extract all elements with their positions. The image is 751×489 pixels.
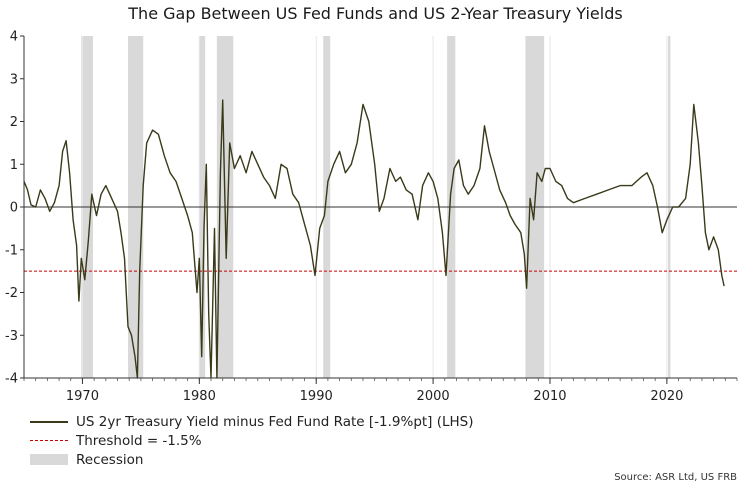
series-line-yield-gap xyxy=(23,99,725,379)
y-tick-label: -4 xyxy=(5,372,18,387)
y-tick-label: -3 xyxy=(5,329,18,344)
legend-item-series: US 2yr Treasury Yield minus Fed Fund Rat… xyxy=(30,412,474,431)
x-tick-label: 2020 xyxy=(650,389,683,404)
legend-label-series: US 2yr Treasury Yield minus Fed Fund Rat… xyxy=(76,413,474,430)
legend: US 2yr Treasury Yield minus Fed Fund Rat… xyxy=(30,412,474,469)
legend-swatch-threshold xyxy=(30,440,68,441)
x-tick-labels: 1970 1980 1990 2000 2010 2020 xyxy=(23,378,738,404)
y-tick-labels: 4 3 2 1 0 -1 -2 -3 -4 xyxy=(5,30,24,387)
y-tick-label: 2 xyxy=(10,115,18,130)
x-tick-label: 1990 xyxy=(300,389,333,404)
x-tick-label: 2010 xyxy=(533,389,566,404)
legend-item-recession: Recession xyxy=(30,450,474,469)
y-tick-label: 4 xyxy=(10,30,18,45)
y-tick-label: 1 xyxy=(10,158,18,173)
y-tick-label: 0 xyxy=(10,201,18,216)
legend-label-recession: Recession xyxy=(76,451,144,468)
legend-swatch-recession xyxy=(30,454,68,465)
x-tick-label: 1980 xyxy=(183,389,216,404)
legend-item-threshold: Threshold = -1.5% xyxy=(30,431,474,450)
y-tick-label: -2 xyxy=(5,286,18,301)
x-tick-label: 2000 xyxy=(417,389,450,404)
chart-title: The Gap Between US Fed Funds and US 2-Ye… xyxy=(128,4,623,23)
legend-label-threshold: Threshold = -1.5% xyxy=(76,432,202,449)
legend-swatch-series xyxy=(30,420,68,423)
source-note: Source: ASR Ltd, US FRB xyxy=(614,472,737,483)
x-tick-label: 1970 xyxy=(66,389,99,404)
y-tick-label: -1 xyxy=(5,243,18,258)
y-tick-label: 3 xyxy=(10,72,18,87)
